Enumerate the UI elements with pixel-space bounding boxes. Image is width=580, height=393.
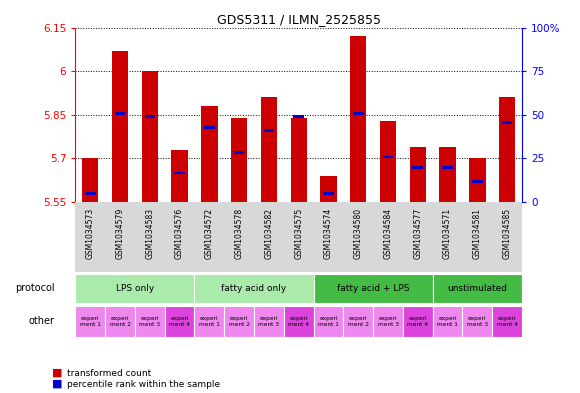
Text: transformed count: transformed count <box>67 369 151 378</box>
Text: experi
ment 4: experi ment 4 <box>169 316 190 327</box>
Bar <box>231 118 247 202</box>
Text: GSM1034585: GSM1034585 <box>503 208 512 259</box>
Bar <box>373 306 403 337</box>
Bar <box>353 112 364 115</box>
Bar <box>234 151 245 154</box>
Bar <box>204 127 215 129</box>
Text: fatty acid only: fatty acid only <box>222 284 287 293</box>
Text: experi
ment 3: experi ment 3 <box>378 316 398 327</box>
Text: experi
ment 2: experi ment 2 <box>348 316 369 327</box>
Text: LPS only: LPS only <box>116 284 154 293</box>
Text: experi
ment 3: experi ment 3 <box>139 316 160 327</box>
Bar <box>499 97 515 202</box>
Bar <box>174 172 185 174</box>
Text: GSM1034583: GSM1034583 <box>146 208 154 259</box>
Bar <box>201 106 218 202</box>
Bar <box>412 166 423 169</box>
Text: other: other <box>28 316 55 327</box>
Text: experi
ment 2: experi ment 2 <box>229 316 249 327</box>
Bar <box>165 306 194 337</box>
Text: experi
ment 1: experi ment 1 <box>80 316 101 327</box>
Bar <box>343 306 373 337</box>
Bar <box>433 274 522 303</box>
Bar <box>194 306 224 337</box>
Text: GSM1034572: GSM1034572 <box>205 208 214 259</box>
Bar <box>323 192 334 195</box>
Bar <box>115 112 125 115</box>
Text: experi
ment 2: experi ment 2 <box>110 316 130 327</box>
Text: GSM1034571: GSM1034571 <box>443 208 452 259</box>
Text: experi
ment 1: experi ment 1 <box>199 316 220 327</box>
Bar <box>75 306 105 337</box>
Text: percentile rank within the sample: percentile rank within the sample <box>67 380 220 389</box>
Text: GSM1034575: GSM1034575 <box>294 208 303 259</box>
Bar <box>314 306 343 337</box>
Bar <box>82 158 99 202</box>
Bar <box>135 306 165 337</box>
Text: ■: ■ <box>52 379 63 389</box>
Bar <box>224 306 254 337</box>
Text: GSM1034580: GSM1034580 <box>354 208 362 259</box>
Bar <box>440 147 456 202</box>
Text: ■: ■ <box>52 368 63 378</box>
Text: experi
ment 1: experi ment 1 <box>437 316 458 327</box>
Text: protocol: protocol <box>15 283 55 294</box>
Text: experi
ment 3: experi ment 3 <box>467 316 488 327</box>
Bar <box>383 156 393 158</box>
Bar <box>105 306 135 337</box>
Bar <box>75 274 194 303</box>
Bar <box>492 306 522 337</box>
Bar <box>284 306 314 337</box>
Bar <box>403 306 433 337</box>
Bar <box>409 147 426 202</box>
Bar <box>380 121 396 202</box>
Bar <box>320 176 336 202</box>
Text: experi
ment 3: experi ment 3 <box>259 316 280 327</box>
Text: GSM1034578: GSM1034578 <box>235 208 244 259</box>
Bar <box>442 166 453 169</box>
Bar <box>472 180 483 183</box>
Text: experi
ment 4: experi ment 4 <box>407 316 428 327</box>
Bar <box>142 71 158 202</box>
Bar <box>433 306 462 337</box>
Bar <box>144 115 155 118</box>
Bar <box>194 274 314 303</box>
Text: GSM1034582: GSM1034582 <box>264 208 273 259</box>
Text: GSM1034579: GSM1034579 <box>115 208 125 259</box>
Bar <box>502 121 513 123</box>
Text: GSM1034577: GSM1034577 <box>414 208 422 259</box>
Bar <box>254 306 284 337</box>
Bar <box>85 192 96 195</box>
Bar <box>314 274 433 303</box>
Bar <box>263 129 274 132</box>
Bar <box>293 115 304 118</box>
Bar <box>291 118 307 202</box>
Text: GSM1034581: GSM1034581 <box>473 208 482 259</box>
Text: experi
ment 1: experi ment 1 <box>318 316 339 327</box>
Text: GSM1034573: GSM1034573 <box>86 208 95 259</box>
Bar <box>350 36 367 202</box>
Bar <box>172 150 188 202</box>
Text: experi
ment 4: experi ment 4 <box>288 316 309 327</box>
Bar <box>462 306 492 337</box>
Text: fatty acid + LPS: fatty acid + LPS <box>337 284 409 293</box>
Bar <box>112 51 128 202</box>
Text: GSM1034584: GSM1034584 <box>383 208 393 259</box>
Text: unstimulated: unstimulated <box>447 284 508 293</box>
Title: GDS5311 / ILMN_2525855: GDS5311 / ILMN_2525855 <box>217 13 380 26</box>
Text: GSM1034576: GSM1034576 <box>175 208 184 259</box>
Bar <box>469 158 485 202</box>
Text: experi
ment 4: experi ment 4 <box>496 316 517 327</box>
Bar <box>261 97 277 202</box>
Text: GSM1034574: GSM1034574 <box>324 208 333 259</box>
